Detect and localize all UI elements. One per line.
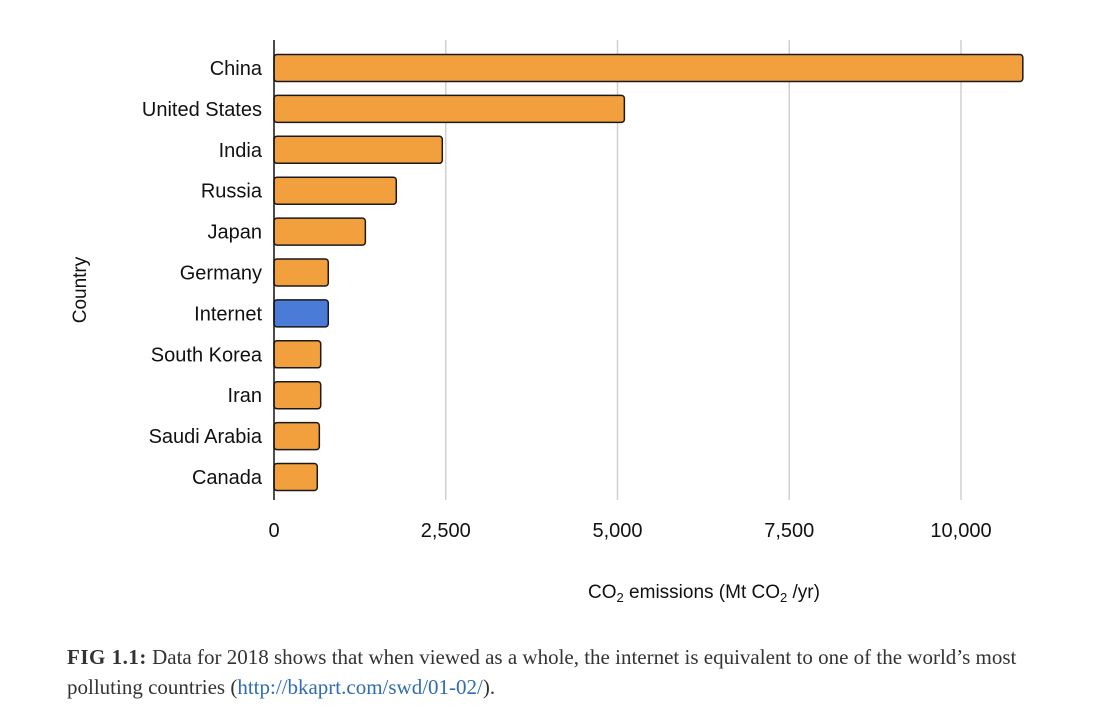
figure-label: FIG 1.1: xyxy=(67,645,147,669)
bar-saudi-arabia xyxy=(273,421,321,451)
bar-germany xyxy=(273,258,330,287)
x-tick-label: 0 xyxy=(268,520,279,542)
category-label: Germany xyxy=(180,263,262,285)
y-axis-title: Country xyxy=(70,256,91,323)
x-tick-label: 10,000 xyxy=(930,520,991,542)
bar-russia xyxy=(273,176,398,205)
x-axis-title-part: CO xyxy=(588,582,617,603)
bar-united-states xyxy=(273,94,626,124)
x-tick-label: 5,000 xyxy=(592,520,642,542)
category-label: Saudi Arabia xyxy=(149,426,263,448)
bar-china xyxy=(273,53,1024,83)
bars xyxy=(273,53,1024,492)
category-label: Canada xyxy=(192,467,263,489)
bar-iran xyxy=(273,380,322,410)
category-label: Iran xyxy=(228,385,262,407)
category-labels: China United States India Russia Japan German… xyxy=(142,58,263,489)
category-label: Japan xyxy=(208,222,263,244)
x-axis-title: CO2 emissions (Mt CO2 /yr) xyxy=(588,582,820,605)
bar-south-korea xyxy=(273,340,322,369)
bar-india xyxy=(273,135,444,165)
bar-japan xyxy=(273,217,367,246)
caption-link[interactable]: http://bkaprt.com/swd/01-02/ xyxy=(237,675,483,699)
x-axis-title-part: 2 xyxy=(780,590,787,605)
category-label: United States xyxy=(142,99,262,121)
category-label: India xyxy=(219,140,263,162)
x-axis-title-part: emissions (Mt CO xyxy=(624,582,780,603)
caption-text: Data for 2018 shows that when viewed as … xyxy=(67,645,1017,699)
caption-end: ). xyxy=(482,675,496,699)
x-tick-label: 7,500 xyxy=(764,520,814,542)
category-label: Russia xyxy=(201,181,263,203)
category-label: China xyxy=(210,58,263,80)
bar-internet xyxy=(273,299,330,328)
x-tick-label: 2,500 xyxy=(421,520,471,542)
category-label: Internet xyxy=(194,303,262,325)
figure-caption: FIG 1.1: Data for 2018 shows that when v… xyxy=(67,642,1067,702)
bar-canada xyxy=(273,462,319,492)
bar-chart: China United States India Russia Japan German… xyxy=(70,40,1024,605)
x-tick-labels: 0 2,500 5,000 7,500 10,000 xyxy=(268,520,991,542)
x-axis-title-part: /yr) xyxy=(787,582,820,603)
category-label: South Korea xyxy=(151,344,263,366)
x-axis-title-part: 2 xyxy=(617,590,624,605)
